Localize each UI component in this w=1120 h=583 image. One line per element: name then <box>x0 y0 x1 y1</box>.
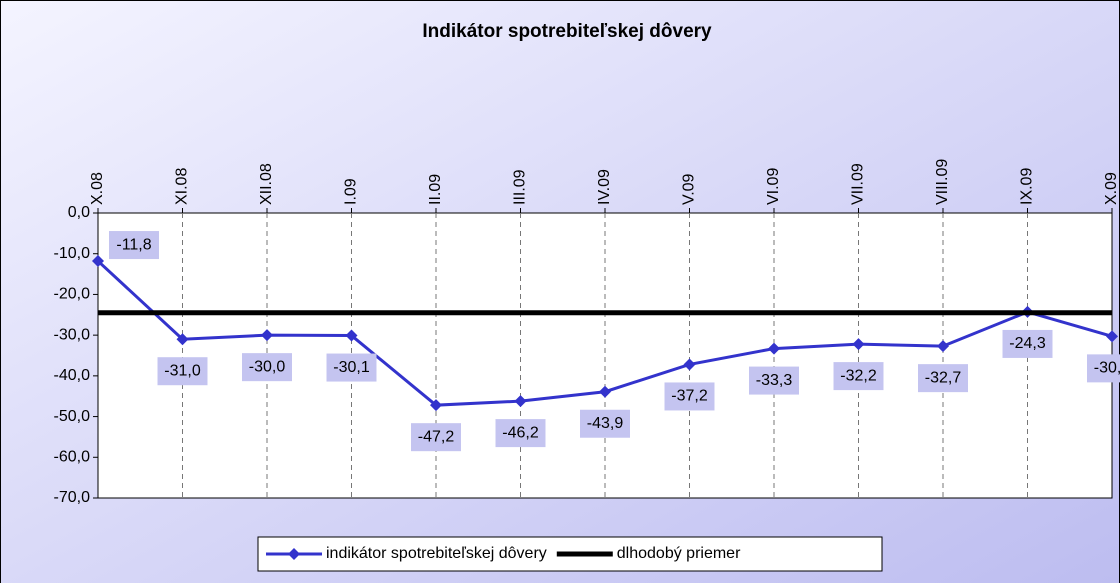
value-label: -24,3 <box>1009 335 1046 352</box>
chart-title: Indikátor spotrebiteľskej dôvery <box>422 21 712 42</box>
marker <box>599 385 611 398</box>
value-label: -30,3 <box>1094 360 1120 377</box>
legend-label: dlhodobý priemer <box>617 545 741 562</box>
x-tick-label: VI.09 <box>765 168 782 205</box>
y-tick-label: -50,0 <box>54 408 91 425</box>
value-label: -30,0 <box>249 358 286 375</box>
x-tick-label: IX.09 <box>1019 168 1036 205</box>
marker <box>261 329 273 342</box>
x-tick-label: II.09 <box>427 174 444 205</box>
value-label: -46,2 <box>502 424 539 441</box>
marker <box>683 358 696 371</box>
x-tick-label: VIII.09 <box>934 159 951 205</box>
value-label-bg <box>1002 329 1053 358</box>
marker <box>345 329 358 342</box>
y-tick-label: -10,0 <box>54 245 91 262</box>
x-tick-label: III.09 <box>512 169 529 205</box>
x-tick-label: XI.08 <box>174 168 191 205</box>
x-tick-label: I.09 <box>343 178 360 205</box>
x-tick-label: XII.08 <box>258 163 275 205</box>
y-tick-label: -70,0 <box>54 489 91 506</box>
value-label: -47,2 <box>418 428 455 445</box>
value-label: -31,0 <box>164 362 201 379</box>
marker <box>430 399 442 412</box>
value-label: -32,7 <box>925 369 962 386</box>
value-label-bg <box>242 353 292 382</box>
value-label: -11,8 <box>116 236 151 253</box>
value-label: -32,2 <box>840 367 877 384</box>
legend: indikátor spotrebiteľskej dôvery dlhodobý… <box>257 536 883 572</box>
value-label-bg <box>1087 354 1120 383</box>
marker <box>176 333 189 346</box>
y-tick-label: -30,0 <box>54 326 91 343</box>
marker <box>92 255 104 268</box>
value-label-bg <box>411 423 461 452</box>
value-label: -30,1 <box>333 359 370 376</box>
value-label-bg <box>326 353 377 382</box>
x-tick-label: X.08 <box>89 172 106 205</box>
y-tick-label: -20,0 <box>54 286 91 303</box>
marker <box>1106 330 1118 343</box>
value-label-bg <box>833 362 884 391</box>
value-label-bg <box>157 357 208 386</box>
value-label-bg <box>664 382 715 411</box>
x-tick-label: IV.09 <box>596 169 613 205</box>
value-label: -33,3 <box>756 372 793 389</box>
x-tick-label: VII.09 <box>850 163 867 205</box>
value-label-bg <box>749 366 799 395</box>
marker <box>852 338 865 351</box>
x-tick-label: V.09 <box>681 173 698 205</box>
y-tick-label: -60,0 <box>54 449 91 466</box>
legend-label: indikátor spotrebiteľskej dôvery <box>326 545 547 562</box>
marker <box>768 342 780 355</box>
x-tick-label: X.09 <box>1103 172 1120 205</box>
value-label-bg <box>918 364 968 393</box>
value-label-bg <box>495 419 546 448</box>
marker <box>937 340 949 353</box>
legend-marker <box>288 548 300 560</box>
value-label: -43,9 <box>587 415 624 432</box>
value-label: -37,2 <box>671 388 708 405</box>
marker <box>514 395 527 408</box>
y-tick-label: 0,0 <box>68 204 90 221</box>
value-label-bg <box>580 409 630 438</box>
y-tick-label: -40,0 <box>54 367 91 384</box>
value-label-bg <box>109 231 159 260</box>
